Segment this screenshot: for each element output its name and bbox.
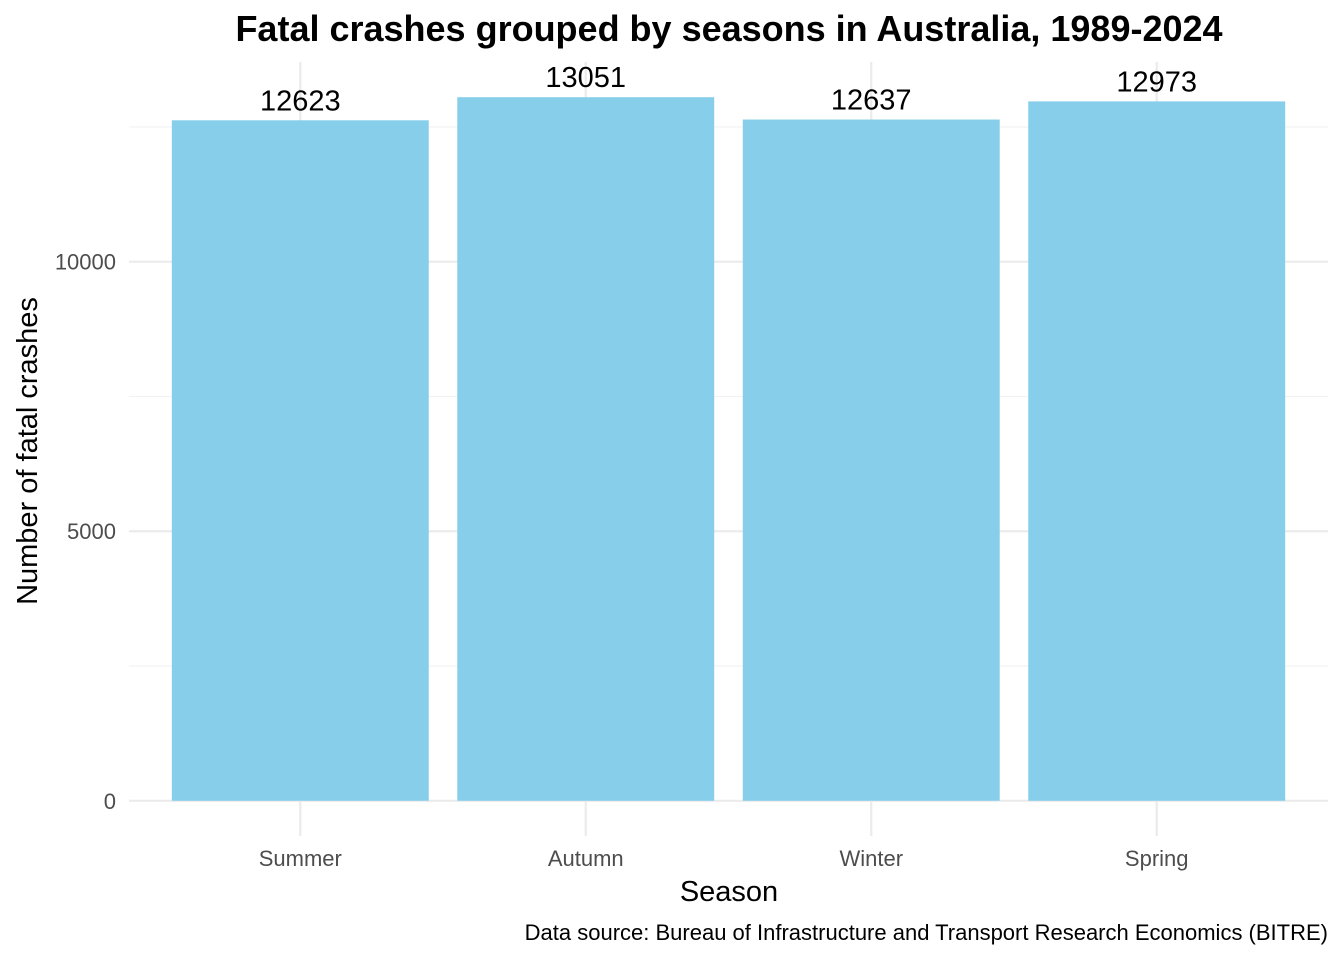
- data-label-winter: 12637: [831, 85, 912, 117]
- x-tick-label: Autumn: [548, 846, 624, 871]
- data-source-caption: Data source: Bureau of Infrastructure an…: [525, 920, 1328, 945]
- data-label-autumn: 13051: [545, 62, 626, 94]
- data-labels-layer: 12623 13051 12637 12973: [260, 62, 1197, 117]
- x-tick-label: Winter: [839, 846, 903, 871]
- chart-title: Fatal crashes grouped by seasons in Aust…: [235, 8, 1222, 49]
- bar-summer: [171, 120, 429, 801]
- x-tick-label: Summer: [259, 846, 342, 871]
- y-axis-title: Number of fatal crashes: [12, 297, 44, 605]
- x-tick-label: Spring: [1125, 846, 1189, 871]
- y-tick-label: 5000: [67, 519, 116, 544]
- bar-autumn: [457, 97, 715, 801]
- x-axis-ticks: Summer Autumn Winter Spring: [259, 846, 1189, 871]
- bar-spring: [1028, 101, 1286, 801]
- bar-winter: [742, 119, 1000, 801]
- data-label-spring: 12973: [1116, 66, 1197, 98]
- data-label-summer: 12623: [260, 85, 341, 117]
- bars-layer: [171, 97, 1286, 801]
- x-axis-title: Season: [680, 876, 778, 908]
- y-tick-label: 0: [104, 789, 116, 814]
- y-tick-label: 10000: [55, 250, 116, 275]
- y-axis-ticks: 0 5000 10000: [55, 250, 116, 814]
